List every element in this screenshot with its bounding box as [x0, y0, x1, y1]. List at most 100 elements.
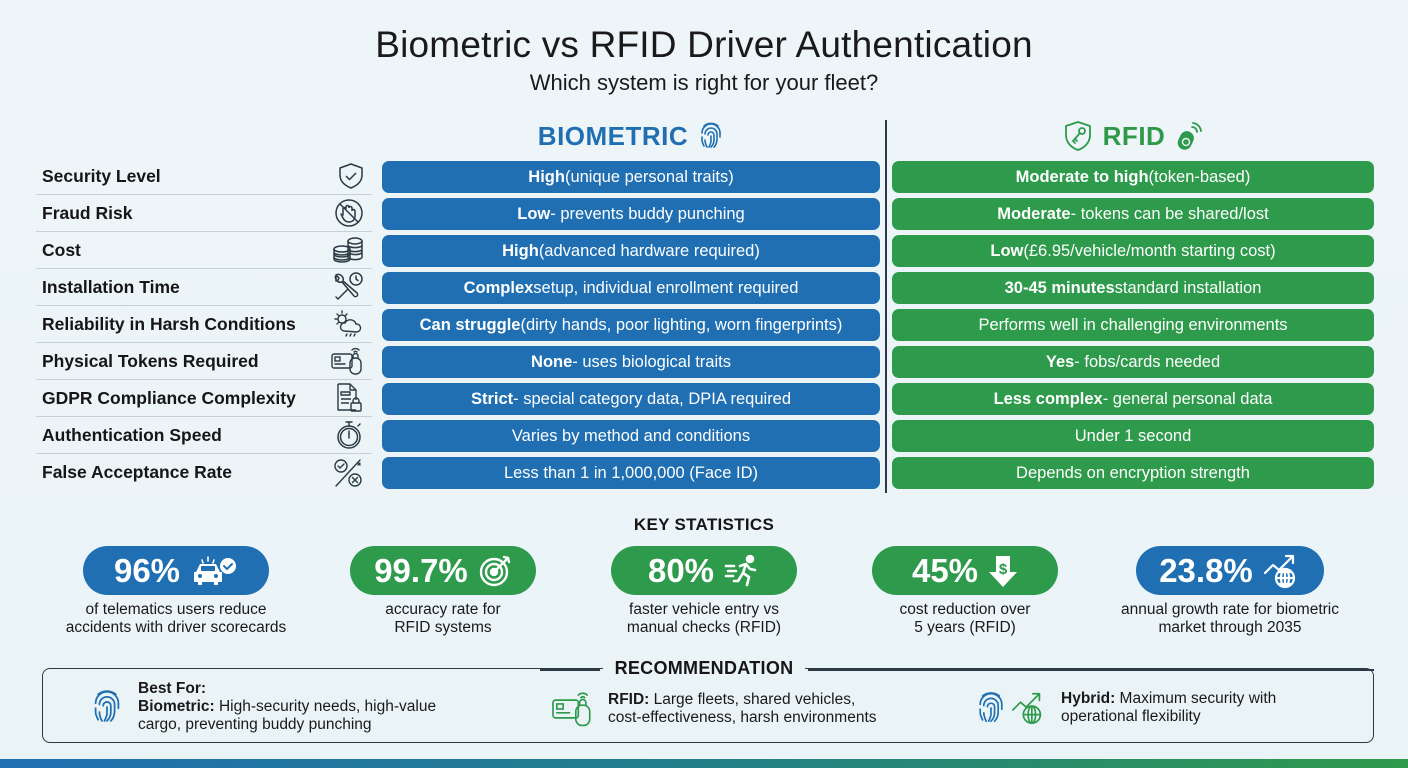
biometric-cell-physical-tokens: None - uses biological traits — [382, 346, 880, 378]
rfid-cell-fraud-risk: Moderate - tokens can be shared/lost — [892, 198, 1374, 230]
card-fob-icon — [331, 347, 362, 375]
biometric-cell-auth-speed: Varies by method and conditions — [382, 420, 880, 452]
shield-check-icon — [339, 163, 363, 189]
biometric-cell-false-acceptance: Less than 1 in 1,000,000 (Face ID) — [382, 457, 880, 489]
running-person-icon — [724, 554, 757, 586]
stat-card-cost-reduction: 45% $ cost reduction over 5 years (RFID) — [835, 546, 1095, 637]
recommendation-hybrid: Hybrid: Maximum security with operationa… — [975, 690, 1276, 726]
stat-card-accident-reduction: 96% of telematics users reduce accidents … — [46, 546, 306, 637]
row-label-reliability-harsh-conditions: Reliability in Harsh Conditions — [36, 306, 372, 343]
check-percent-cross-icon — [334, 458, 362, 487]
row-label-text: Security Level — [42, 165, 161, 186]
biometric-column-header: BIOMETRIC — [382, 118, 880, 154]
growth-globe-icon — [1263, 554, 1295, 588]
car-check-icon — [194, 555, 237, 585]
stat-pill: 96% — [83, 546, 269, 595]
biometric-cell-gdpr: Strict - special category data, DPIA req… — [382, 383, 880, 415]
biometric-cell-cost: High (advanced hardware required) — [382, 235, 880, 267]
stat-value: 80% — [647, 551, 715, 589]
stat-pill: 80% — [611, 546, 797, 595]
recommendation-title: RECOMMENDATION — [0, 658, 1408, 679]
rfid-column-header: RFID — [892, 118, 1374, 154]
key-statistics-title: KEY STATISTICS — [633, 515, 775, 534]
growth-globe-icon — [1012, 692, 1042, 725]
rfid-cell-auth-speed: Under 1 second — [892, 420, 1374, 452]
biometric-rec-text-line2: cargo, preventing buddy punching — [138, 716, 372, 733]
target-icon — [479, 555, 510, 586]
recommendation-rfid: RFID: Large fleets, shared vehicles, cos… — [550, 690, 877, 728]
stat-card-biometric-growth: 23.8% annual growth rate for biometric ma… — [1100, 546, 1360, 637]
stat-description: faster vehicle entry vs manual checks (RF… — [626, 601, 782, 636]
rfid-cell-reliability: Performs well in challenging environment… — [892, 309, 1374, 341]
stat-card-faster-entry: 80% faster vehicle entry vs manual checks… — [574, 546, 834, 637]
biometric-header-label: BIOMETRIC — [537, 120, 689, 151]
best-for-label: Best For: — [138, 680, 207, 697]
row-label-installation-time: Installation Time — [36, 269, 372, 306]
rfid-cell-physical-tokens: Yes - fobs/cards needed — [892, 346, 1374, 378]
stat-pill: 23.8% — [1136, 546, 1324, 595]
stat-description: annual growth rate for biometric market t… — [1121, 601, 1339, 636]
fingerprint-icon — [701, 122, 721, 148]
tools-clock-icon — [334, 272, 363, 300]
coins-icon — [333, 237, 363, 263]
no-hand-icon — [335, 199, 363, 227]
row-label-text: Authentication Speed — [42, 424, 222, 445]
row-label-fraud-risk: Fraud Risk — [36, 195, 372, 232]
biometric-cell-reliability: Can struggle (dirty hands, poor lighting… — [382, 309, 880, 341]
rfid-cell-installation-time: 30-45 minutes standard installation — [892, 272, 1374, 304]
page-title: Biometric vs RFID Driver Authentication — [375, 24, 1033, 65]
rec-title-rule-left — [540, 669, 600, 671]
recommendation-biometric: Best For: Biometric: High-security needs… — [90, 680, 436, 734]
fingerprint-icon — [94, 690, 120, 722]
hybrid-rec-text-line2: operational flexibility — [1061, 708, 1201, 725]
fingerprint-icon — [979, 692, 1003, 723]
stat-value: 96% — [113, 551, 181, 589]
stat-description: cost reduction over 5 years (RFID) — [899, 601, 1031, 636]
row-label-text: Reliability in Harsh Conditions — [42, 313, 296, 334]
biometric-rec-text: High-security needs, high-value — [214, 698, 437, 715]
row-label-text: False Acceptance Rate — [42, 462, 232, 482]
row-label-text: Cost — [42, 239, 81, 260]
biometric-rec-label: Biometric: — [138, 698, 215, 715]
row-label-security-level: Security Level — [36, 158, 372, 195]
rfid-rec-text: Large fleets, shared vehicles, — [649, 691, 856, 708]
rfid-cell-false-acceptance: Depends on encryption strength — [892, 457, 1374, 489]
svg-text:$: $ — [999, 561, 1008, 578]
card-fob-icon — [552, 692, 591, 727]
stat-description: accuracy rate for RFID systems — [385, 601, 501, 636]
rfid-header-label: RFID — [1102, 120, 1166, 151]
stat-value: 99.7% — [374, 551, 468, 589]
stat-value: 23.8% — [1159, 551, 1253, 589]
page-subtitle: Which system is right for your fleet? — [529, 70, 879, 95]
dollar-down-arrow-icon: $ — [989, 555, 1018, 587]
column-divider — [885, 120, 887, 493]
stat-pill: 99.7% — [350, 546, 536, 595]
row-label-false-acceptance-rate: False Acceptance Rate — [36, 454, 372, 491]
row-label-authentication-speed: Authentication Speed — [36, 417, 372, 454]
rec-title-rule-right — [808, 669, 1374, 671]
rfid-fob-icon — [1178, 122, 1203, 150]
rfid-cell-security-level: Moderate to high (token-based) — [892, 161, 1374, 193]
stat-card-rfid-accuracy: 99.7% accuracy rate for RFID systems — [313, 546, 573, 637]
weather-icon — [334, 310, 362, 337]
row-label-text: GDPR Compliance Complexity — [42, 387, 296, 408]
rfid-rec-text-line2: cost-effectiveness, harsh environments — [608, 709, 877, 726]
row-label-text: Fraud Risk — [42, 202, 133, 223]
stat-value: 45% — [911, 551, 979, 589]
stat-pill: 45% $ — [872, 546, 1058, 595]
rfid-cell-gdpr: Less complex - general personal data — [892, 383, 1374, 415]
row-label-text: Installation Time — [42, 276, 180, 297]
stopwatch-icon — [337, 421, 361, 449]
rfid-cell-cost: Low (£6.95/vehicle/month starting cost) — [892, 235, 1374, 267]
shield-key-icon — [1064, 121, 1091, 151]
row-label-cost: Cost — [36, 232, 372, 269]
biometric-cell-fraud-risk: Low - prevents buddy punching — [382, 198, 880, 230]
row-label-text: Physical Tokens Required — [42, 350, 259, 371]
hybrid-rec-label: Hybrid: — [1061, 690, 1116, 707]
stat-description: of telematics users reduce accidents with… — [65, 601, 287, 636]
biometric-cell-installation-time: Complex setup, individual enrollment req… — [382, 272, 880, 304]
hybrid-rec-text: Maximum security with — [1115, 690, 1277, 707]
gdpr-document-lock-icon — [337, 383, 362, 412]
rfid-rec-label: RFID: — [608, 691, 650, 708]
row-label-physical-tokens: Physical Tokens Required — [36, 343, 372, 380]
